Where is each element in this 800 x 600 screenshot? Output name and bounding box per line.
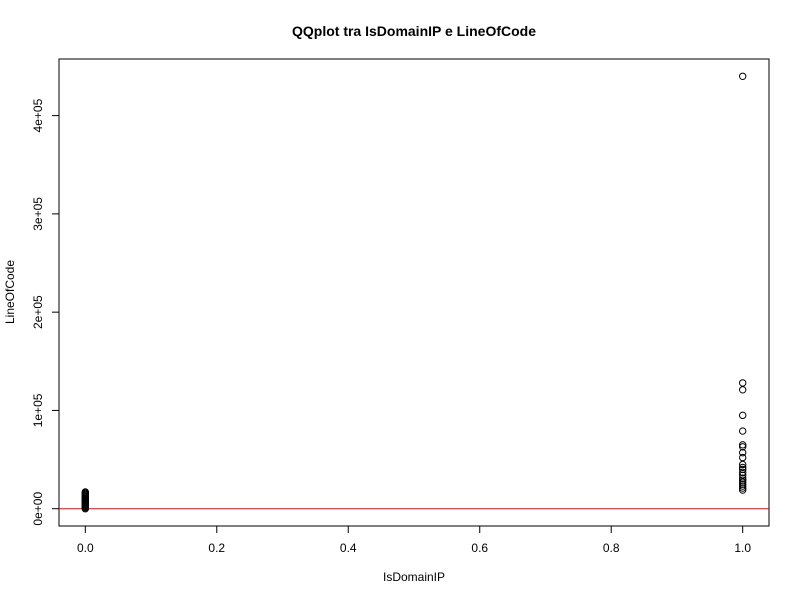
y-tick-label: 2e+05 <box>31 295 45 329</box>
y-axis-label: LineOfCode <box>3 260 17 324</box>
data-point <box>739 427 747 435</box>
data-point <box>739 478 747 486</box>
y-tick-label: 3e+05 <box>31 197 45 231</box>
y-tick-label: 0e+00 <box>31 492 45 526</box>
data-point <box>739 443 747 451</box>
data-point <box>739 441 747 449</box>
data-point <box>739 465 747 474</box>
plot-frame <box>58 58 770 527</box>
data-point <box>739 379 747 387</box>
data-point <box>739 411 747 420</box>
data-point <box>739 463 747 472</box>
data-point <box>739 480 747 488</box>
data-point <box>739 453 747 462</box>
data-point <box>81 488 89 496</box>
data-point <box>739 72 747 80</box>
data-point <box>739 468 747 477</box>
y-axis: 0e+00 1e+05 2e+05 3e+05 4e+05 <box>31 98 60 526</box>
x-tick-label: 0.2 <box>208 541 225 555</box>
data-point <box>739 482 747 490</box>
x-tick-label: 0.6 <box>471 541 488 555</box>
x-tick-label: 0.4 <box>340 541 357 555</box>
data-point <box>739 386 747 394</box>
x-axis: 0.0 0.2 0.4 0.6 0.8 1.0 <box>77 525 751 555</box>
chart-title: QQplot tra IsDomainIP e LineOfCode <box>292 23 536 39</box>
data-points <box>81 72 747 513</box>
data-point <box>739 474 747 482</box>
data-point <box>739 460 747 469</box>
y-tick-label: 4e+05 <box>31 98 45 132</box>
x-tick-label: 0.8 <box>603 541 620 555</box>
data-point <box>739 486 747 494</box>
data-point <box>739 476 747 484</box>
data-point <box>739 448 747 457</box>
x-tick-label: 1.0 <box>734 541 751 555</box>
x-axis-label: IsDomainIP <box>383 570 445 584</box>
x-tick-label: 0.0 <box>77 541 94 555</box>
y-tick-label: 1e+05 <box>31 393 45 427</box>
data-point <box>739 484 747 492</box>
